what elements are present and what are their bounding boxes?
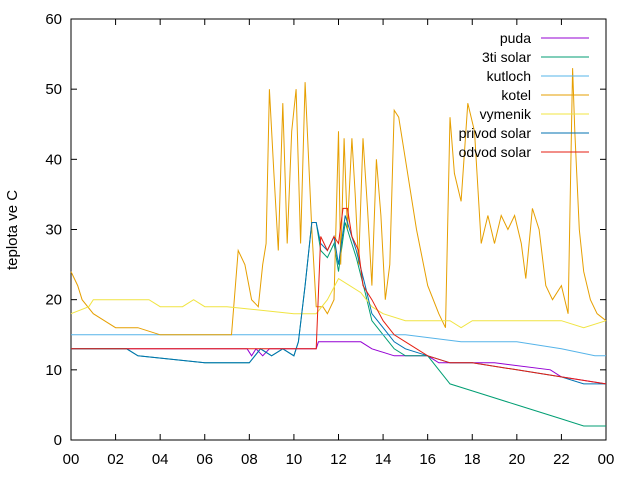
legend-label: odvod solar [459,144,532,160]
y-tick-label: 40 [45,151,62,168]
legend-label: 3ti solar [482,49,531,65]
axis-layer: 0 10 20 30 40 50 60 00 02 04 06 08 10 12 14 16 18 20 22 00 [45,11,614,468]
x-tick-label: 14 [375,451,392,468]
y-tick-label: 0 [54,432,62,449]
series-layer [70,68,607,427]
series-line-vymenik [70,277,607,329]
x-tick-label: 22 [553,451,570,468]
legend-label: privod solar [459,125,532,141]
x-tick-label: 06 [196,451,213,468]
y-tick-label: 60 [45,11,62,28]
y-tick-label: 50 [45,81,62,98]
y-tick-label: 20 [45,292,62,309]
legend-label: kutloch [487,68,531,84]
legend-label: kotel [501,87,531,103]
x-tick-label: 20 [508,451,525,468]
x-tick-label: 00 [598,451,615,468]
series-line-kotel [70,68,607,336]
y-axis-title: teplota ve C [4,190,21,270]
series-line-3ti-solar [71,222,606,427]
x-tick-label: 08 [241,451,258,468]
series-line-puda [71,341,607,385]
y-tick-label: 10 [45,362,62,379]
legend: puda 3ti solar kutloch kotel vymenik privod s… [459,30,589,160]
legend-label: puda [500,30,531,46]
x-tick-label: 16 [419,451,436,468]
x-tick-label: 10 [286,451,303,468]
legend-label: vymenik [480,106,532,122]
y-tick-label: 30 [45,222,62,239]
x-tick-label: 04 [152,451,169,468]
series-line-odvod-solar [71,207,607,385]
series-line-kutloch [71,334,606,357]
x-tick-label: 00 [63,451,80,468]
x-tick-label: 18 [464,451,481,468]
x-tick-label: 12 [330,451,347,468]
x-tick-label: 02 [107,451,124,468]
